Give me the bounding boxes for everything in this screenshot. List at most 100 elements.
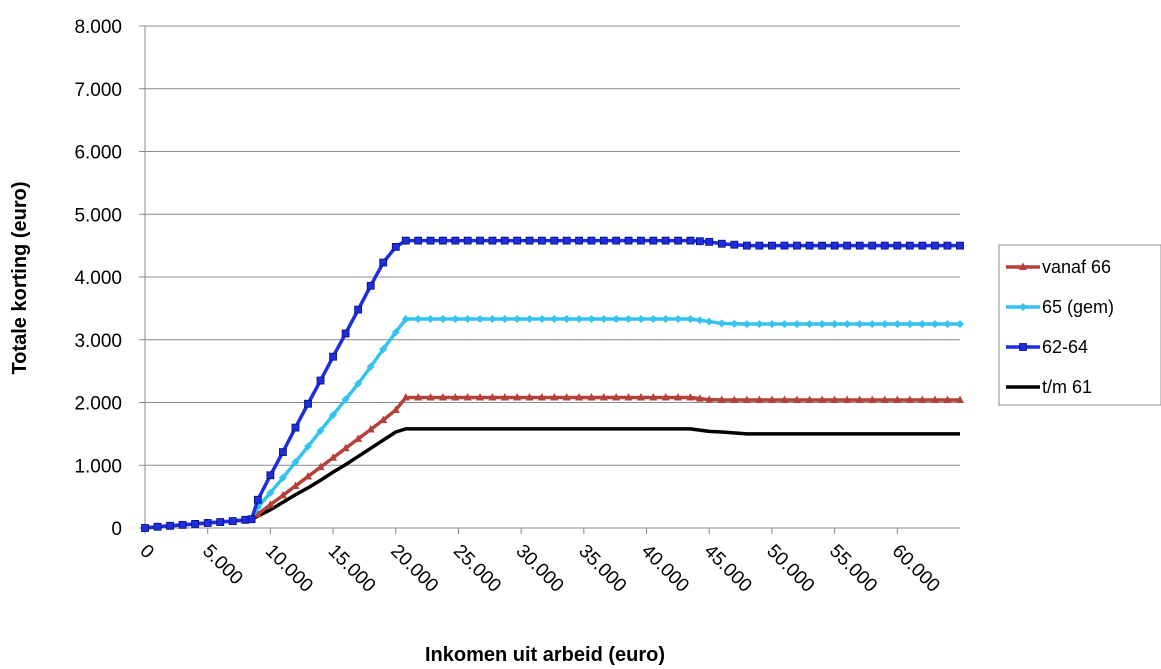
- square-marker: [451, 236, 460, 245]
- triangle-marker: [329, 453, 338, 461]
- diamond-marker: [956, 320, 964, 329]
- triangle-marker: [868, 395, 877, 403]
- diamond-marker: [636, 315, 645, 324]
- square-marker: [599, 236, 608, 245]
- square-marker: [191, 520, 200, 528]
- x-tick-label: 50.000: [762, 541, 818, 597]
- legend-box: [998, 244, 1161, 406]
- diamond-marker: [818, 320, 827, 329]
- square-marker: [216, 518, 225, 526]
- triangle-marker: [587, 392, 596, 401]
- diamond-marker: [291, 458, 300, 467]
- square-marker: [612, 236, 621, 245]
- square-marker: [391, 242, 400, 251]
- square-marker: [905, 241, 914, 250]
- triangle-marker: [513, 392, 522, 401]
- triangle-marker: [612, 392, 621, 401]
- legend-label: vanaf 66: [1042, 257, 1111, 277]
- triangle-marker: [818, 395, 827, 403]
- legend-label: t/m 61: [1042, 377, 1092, 397]
- triangle-marker: [366, 424, 375, 433]
- diamond-marker: [329, 411, 338, 420]
- square-marker: [253, 495, 262, 504]
- square-marker: [918, 241, 927, 250]
- triangle-marker: [943, 395, 952, 403]
- square-marker: [661, 236, 670, 245]
- triangle-marker: [780, 395, 789, 403]
- triangle-marker: [525, 392, 534, 401]
- gridlines: [145, 25, 960, 466]
- diamond-marker: [686, 315, 695, 324]
- diamond-marker: [830, 320, 839, 329]
- diamond-marker: [278, 473, 287, 482]
- series-lines: [141, 236, 964, 532]
- square-marker: [228, 517, 237, 525]
- diamond-marker: [661, 315, 670, 324]
- square-marker: [956, 241, 964, 250]
- triangle-marker: [304, 472, 312, 480]
- triangle-marker: [426, 392, 435, 401]
- diamond-marker: [341, 395, 350, 404]
- diamond-marker: [695, 316, 704, 325]
- triangle-marker: [599, 392, 608, 401]
- triangle-marker: [291, 481, 300, 489]
- diamond-marker: [717, 319, 726, 328]
- square-marker: [141, 524, 149, 532]
- square-marker: [695, 237, 704, 246]
- triangle-marker: [537, 392, 546, 401]
- series-62-64: [141, 236, 964, 532]
- triangle-marker: [451, 392, 460, 401]
- triangle-marker: [930, 395, 939, 403]
- x-tick-label: 30.000: [512, 541, 568, 597]
- triangle-marker: [805, 395, 814, 403]
- square-marker: [426, 236, 435, 245]
- x-tick-label: 0: [135, 541, 157, 563]
- diamond-marker: [855, 320, 864, 329]
- diamond-marker: [599, 315, 608, 324]
- diamond-marker: [266, 488, 275, 497]
- x-tick-label: 5.000: [198, 541, 246, 589]
- square-marker: [674, 236, 682, 245]
- square-marker: [279, 448, 287, 456]
- square-marker: [550, 236, 559, 245]
- diamond-marker: [488, 315, 497, 324]
- square-marker: [705, 237, 714, 246]
- square-marker: [304, 399, 312, 408]
- triangle-marker: [401, 392, 410, 401]
- square-marker: [637, 236, 645, 245]
- triangle-marker: [476, 392, 485, 401]
- square-marker: [624, 236, 633, 245]
- square-marker: [247, 515, 256, 524]
- triangle-marker: [918, 395, 927, 403]
- triangle-marker: [391, 405, 400, 414]
- series-vanaf-66: [141, 392, 964, 531]
- diamond-marker: [868, 320, 877, 329]
- square-marker: [291, 423, 300, 432]
- diamond-marker: [379, 345, 388, 354]
- x-axis-title: Inkomen uit arbeid (euro): [425, 644, 665, 666]
- diamond-marker: [674, 315, 683, 324]
- triangle-marker: [880, 395, 889, 403]
- diamond-marker: [918, 320, 927, 329]
- triangle-marker: [674, 392, 683, 401]
- square-marker: [893, 241, 902, 250]
- square-marker: [587, 236, 596, 245]
- x-tick-label: 35.000: [574, 541, 630, 597]
- series-line: [144, 317, 960, 530]
- diamond-marker: [930, 320, 939, 329]
- diamond-marker: [880, 320, 889, 329]
- triangle-marker: [905, 395, 914, 403]
- triangle-marker: [705, 395, 714, 403]
- square-marker: [649, 236, 658, 245]
- diamond-marker: [438, 315, 447, 324]
- triangle-marker: [661, 392, 670, 401]
- square-marker: [717, 239, 726, 248]
- diamond-marker: [793, 320, 801, 329]
- triangle-marker: [266, 500, 275, 508]
- square-marker: [476, 236, 484, 245]
- square-marker: [780, 241, 789, 250]
- triangle-marker: [488, 392, 497, 401]
- square-marker: [366, 281, 375, 290]
- square-marker: [513, 236, 522, 245]
